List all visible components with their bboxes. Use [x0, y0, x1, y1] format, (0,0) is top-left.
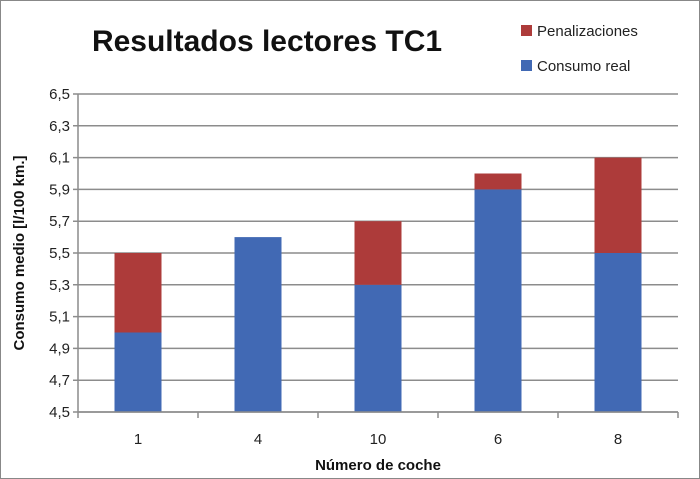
- y-axis-label: Consumo medio [l/100 km.]: [11, 155, 28, 350]
- bar-penalizaciones-8: [594, 157, 642, 253]
- y-tick-label: 4,5: [49, 404, 70, 421]
- x-tick-label: 4: [254, 431, 262, 448]
- bar-consumo-real-10: [354, 284, 402, 412]
- legend-label-0: Consumo real: [537, 58, 630, 75]
- legend-swatch-1: [521, 25, 532, 36]
- chart-title: Resultados lectores TC1: [60, 22, 474, 62]
- bar-consumo-real-4: [234, 237, 282, 412]
- legend-label-1: Penalizaciones: [537, 23, 638, 40]
- bar-consumo-real-8: [594, 253, 642, 412]
- bar-penalizaciones-6: [474, 173, 522, 190]
- y-tick-label: 5,7: [49, 213, 70, 230]
- y-tick-label: 5,1: [49, 309, 70, 326]
- x-tick-label: 6: [494, 431, 502, 448]
- y-tick-label: 5,9: [49, 181, 70, 198]
- y-tick-label: 4,9: [49, 340, 70, 357]
- bar-consumo-real-6: [474, 189, 522, 412]
- bar-consumo-real-1: [114, 332, 162, 412]
- x-tick-label: 1: [134, 431, 142, 448]
- x-axis-label: Número de coche: [315, 457, 441, 474]
- legend-swatch-0: [521, 60, 532, 71]
- bar-penalizaciones-1: [114, 253, 162, 333]
- x-tick-label: 10: [370, 431, 387, 448]
- bar-penalizaciones-10: [354, 221, 402, 285]
- y-tick-label: 4,7: [49, 372, 70, 389]
- y-tick-label: 6,1: [49, 150, 70, 167]
- y-tick-label: 6,5: [49, 86, 70, 103]
- y-tick-label: 6,3: [49, 118, 70, 135]
- y-tick-label: 5,3: [49, 277, 70, 294]
- x-tick-label: 8: [614, 431, 622, 448]
- y-tick-label: 5,5: [49, 245, 70, 262]
